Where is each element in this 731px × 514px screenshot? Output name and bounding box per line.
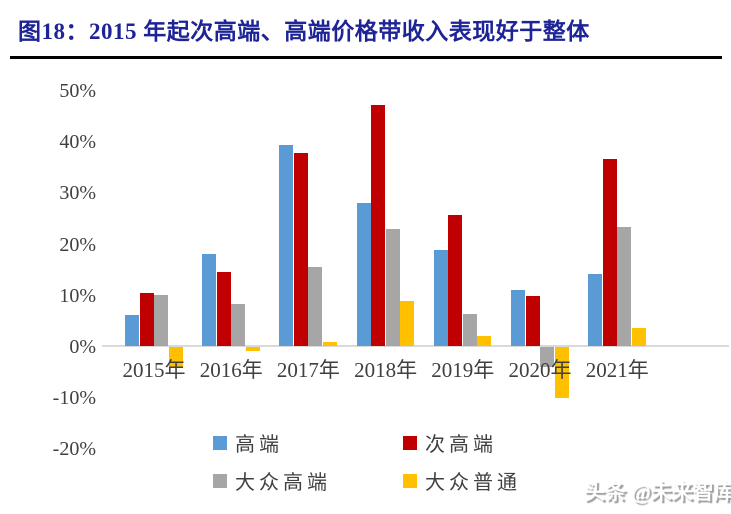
bar-高端-2021年: [588, 274, 603, 346]
x-axis-label: 2018年: [354, 358, 418, 382]
bar-大众普通-2017年: [322, 341, 337, 346]
bar-大众普通-2019年: [477, 335, 492, 346]
bar-次高端-2016年: [216, 272, 231, 346]
watermark-text: 头条 @未来智库: [584, 480, 731, 504]
bar-高端-2018年: [356, 202, 371, 346]
legend-swatch-icon: [403, 473, 417, 488]
bar-大众普通-2018年: [400, 300, 415, 346]
legend-label: 次高端: [425, 434, 497, 456]
bar-次高端-2017年: [293, 152, 308, 346]
bar-高端-2016年: [202, 254, 217, 346]
bar-大众高端-2020年: [540, 347, 554, 367]
x-axis-label: 2015年: [122, 358, 186, 382]
bar-高端-2019年: [433, 250, 448, 346]
bar-大众高端-2019年: [462, 314, 477, 346]
bar-次高端-2021年: [602, 158, 617, 346]
bar-大众普通-2015年: [168, 347, 183, 368]
bar-次高端-2020年: [525, 295, 540, 346]
bar-大众普通-2021年: [631, 327, 646, 346]
y-axis-tick: 40%: [59, 131, 96, 154]
y-axis-tick: 30%: [59, 182, 96, 205]
x-axis-label: 2016年: [199, 358, 263, 382]
legend-item-大众高端: 大众高端: [213, 466, 331, 495]
bar-高端-2015年: [125, 315, 139, 346]
legend-swatch-icon: [213, 473, 227, 488]
legend-item-次高端: 次高端: [403, 428, 497, 457]
bar-大众高端-2016年: [231, 304, 246, 346]
figure-title: 图18：2015 年起次高端、高端价格带收入表现好于整体: [18, 19, 590, 44]
title-underline: [10, 56, 722, 59]
bar-大众普通-2020年: [554, 347, 569, 398]
legend-label: 大众普通: [425, 472, 521, 494]
x-axis-label: 2020年: [508, 358, 572, 382]
bar-次高端-2018年: [371, 105, 386, 346]
bar-大众高端-2018年: [385, 228, 400, 346]
legend-swatch-icon: [403, 435, 417, 450]
x-axis-label: 2017年: [276, 358, 340, 382]
bar-次高端-2019年: [448, 215, 463, 346]
legend-item-高端: 高端: [213, 428, 283, 457]
x-axis-label: 2021年: [585, 358, 649, 382]
bar-大众高端-2015年: [154, 294, 168, 346]
legend-item-大众普通: 大众普通: [403, 466, 521, 495]
bar-高端-2017年: [279, 145, 294, 346]
bar-高端-2020年: [511, 289, 525, 346]
y-axis-tick: 10%: [59, 284, 96, 307]
legend-label: 大众高端: [235, 472, 331, 494]
y-axis-tick: -20%: [52, 438, 96, 461]
y-axis-tick: -10%: [52, 387, 96, 410]
bar-大众普通-2016年: [245, 347, 260, 351]
y-axis-tick: 0%: [69, 336, 96, 358]
x-axis-line: [102, 345, 729, 347]
y-axis-tick: 20%: [59, 233, 96, 256]
legend-label: 高端: [235, 434, 283, 456]
y-axis-tick: 50%: [59, 80, 96, 102]
bar-大众高端-2021年: [617, 227, 632, 346]
bar-大众高端-2017年: [308, 266, 323, 346]
x-axis-label: 2019年: [431, 358, 495, 382]
bar-次高端-2015年: [139, 293, 154, 346]
legend-swatch-icon: [213, 435, 227, 450]
